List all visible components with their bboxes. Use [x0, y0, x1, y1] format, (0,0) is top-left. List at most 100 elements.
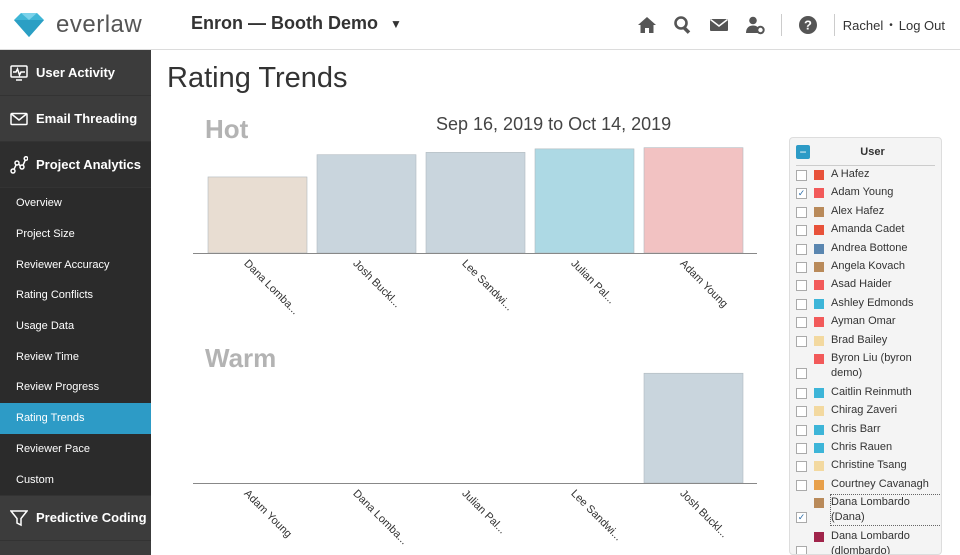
legend-item[interactable]: Courtney Cavanagh — [790, 476, 941, 494]
search-icon[interactable] — [665, 0, 701, 50]
legend-checkbox[interactable] — [796, 443, 807, 455]
legend-item[interactable]: Brad Bailey — [790, 332, 941, 350]
legend-checkbox[interactable] — [796, 479, 807, 491]
legend-item[interactable]: Chris Barr — [790, 421, 941, 439]
user-settings-icon[interactable] — [737, 0, 773, 50]
help-icon[interactable]: ? — [790, 0, 826, 50]
funnel-icon — [10, 510, 28, 527]
bar[interactable] — [316, 154, 417, 254]
deselect-all-icon[interactable]: − — [796, 144, 810, 159]
legend-item[interactable]: Andrea Bottone — [790, 240, 941, 258]
legend-checkbox[interactable] — [796, 335, 807, 347]
legend-user-name: Dana Lombardo (dlombardo) — [831, 530, 910, 555]
legend-user-name: Chris Barr — [831, 422, 881, 435]
legend-user-name: Brad Bailey — [831, 333, 888, 346]
divider — [780, 14, 782, 36]
legend-user-name: Adam Young — [831, 186, 894, 199]
legend-user-name: Alex Hafez — [831, 204, 885, 217]
legend-user-name: Chirag Zaveri — [831, 404, 898, 417]
top-bar: everlaw Enron — Booth Demo ▼ ? Rachel • … — [0, 0, 960, 50]
legend-swatch — [814, 298, 824, 309]
legend-checkbox[interactable]: ✓ — [796, 512, 807, 524]
sidebar-item-reviewer-accuracy[interactable]: Reviewer Accuracy — [0, 249, 151, 281]
legend-item[interactable]: Chirag Zaveri — [790, 402, 941, 420]
legend-item[interactable]: Caitlin Reinmuth — [790, 384, 941, 402]
legend-item[interactable]: Amanda Cadet — [790, 221, 941, 239]
legend-checkbox[interactable] — [796, 367, 807, 379]
legend-checkbox[interactable] — [796, 243, 807, 255]
date-range: Sep 16, 2019 to Oct 14, 2019 — [436, 114, 672, 134]
user-legend: − User A Hafez ✓ Adam Young Alex Hafez Amand… — [789, 137, 942, 555]
legend-checkbox[interactable] — [796, 406, 807, 418]
legend-item[interactable]: Ashley Edmonds — [790, 295, 941, 313]
legend-swatch — [814, 225, 824, 236]
everlaw-logo[interactable]: everlaw — [12, 10, 142, 40]
legend-checkbox[interactable] — [796, 546, 807, 554]
sidebar-item-email-threading[interactable]: Email Threading — [0, 96, 151, 142]
user-area: Rachel • Log Out — [843, 18, 945, 33]
legend-user-name: Angela Kovach — [831, 259, 905, 272]
sidebar-item-rating-trends[interactable]: Rating Trends — [0, 402, 151, 434]
legend-checkbox[interactable] — [796, 261, 807, 273]
legend-checkbox[interactable] — [796, 387, 807, 399]
legend-user-name: Ashley Edmonds — [831, 296, 914, 309]
legend-list: A Hafez ✓ Adam Young Alex Hafez Amanda Cadet… — [790, 166, 941, 555]
sidebar-item-label: Email Threading — [36, 111, 138, 126]
legend-item[interactable]: Byron Liu (byron demo) — [790, 350, 941, 384]
x-tick-label: Josh Buckl... — [350, 258, 403, 311]
hot-chart-title: Hot — [205, 114, 249, 144]
legend-item[interactable]: Chris Rauen — [790, 439, 941, 457]
legend-item[interactable]: Asad Haider — [790, 276, 941, 294]
user-name[interactable]: Rachel — [842, 17, 884, 33]
sidebar-item-rating-conflicts[interactable]: Rating Conflicts — [0, 280, 151, 311]
legend-user-name: A Hafez — [831, 168, 870, 180]
bar[interactable] — [643, 147, 744, 254]
legend-item[interactable]: Christine Tsang — [790, 457, 941, 475]
legend-user-name: Caitlin Reinmuth — [831, 385, 912, 398]
legend-item[interactable]: Ayman Omar — [790, 313, 941, 331]
top-icons: ? Rachel • Log Out — [629, 0, 960, 50]
svg-text:?: ? — [804, 18, 812, 33]
project-selector[interactable]: Enron — Booth Demo ▼ — [191, 13, 402, 34]
legend-checkbox[interactable] — [796, 424, 807, 436]
legend-swatch — [814, 335, 824, 346]
legend-item[interactable]: Dana Lombardo (dlombardo) — [790, 528, 941, 555]
bar[interactable] — [425, 152, 526, 254]
home-icon[interactable] — [629, 0, 665, 50]
legend-checkbox[interactable] — [796, 461, 807, 473]
legend-checkbox[interactable]: ✓ — [796, 188, 807, 200]
legend-item[interactable]: Alex Hafez — [790, 203, 941, 221]
sidebar-item-user-activity[interactable]: User Activity — [0, 50, 151, 96]
sidebar-item-custom[interactable]: Custom — [0, 464, 151, 495]
sidebar-item-review-progress[interactable]: Review Progress — [0, 372, 151, 403]
legend-item[interactable]: ✓ Dana Lombardo (Dana) — [790, 494, 941, 528]
caret-down-icon: ▼ — [390, 16, 402, 31]
bar[interactable] — [643, 372, 744, 484]
sidebar-item-predictive-coding[interactable]: Predictive Coding — [0, 494, 151, 541]
sidebar-item-project-analytics[interactable]: Project Analytics — [0, 142, 151, 188]
legend-item[interactable]: A Hafez — [790, 166, 941, 184]
legend-checkbox[interactable] — [796, 225, 807, 237]
sidebar-item-project-size[interactable]: Project Size — [0, 218, 151, 250]
legend-checkbox[interactable] — [796, 298, 807, 310]
bar[interactable] — [534, 148, 635, 254]
x-tick-label: Adam Young — [677, 258, 730, 311]
sidebar-item-usage-data[interactable]: Usage Data — [0, 310, 151, 342]
warm-chart-title: Warm — [205, 343, 277, 373]
mail-icon[interactable] — [701, 0, 737, 50]
bar[interactable] — [207, 176, 308, 254]
legend-item[interactable]: Angela Kovach — [790, 258, 941, 276]
sidebar-item-overview[interactable]: Overview — [0, 188, 151, 219]
sidebar-item-label: Project Analytics — [36, 157, 142, 172]
legend-checkbox[interactable] — [796, 206, 807, 218]
legend-checkbox[interactable] — [796, 317, 807, 329]
legend-checkbox[interactable] — [796, 280, 807, 292]
legend-swatch — [814, 353, 824, 364]
logout-link[interactable]: Log Out — [898, 17, 945, 33]
legend-item[interactable]: ✓ Adam Young — [790, 184, 941, 202]
sidebar-item-reviewer-pace[interactable]: Reviewer Pace — [0, 433, 151, 465]
sidebar-item-review-time[interactable]: Review Time — [0, 341, 151, 373]
x-tick-label: Dana Lomba... — [241, 258, 301, 318]
legend-user-name: Byron Liu (byron demo) — [831, 351, 912, 379]
legend-checkbox[interactable] — [796, 170, 807, 181]
